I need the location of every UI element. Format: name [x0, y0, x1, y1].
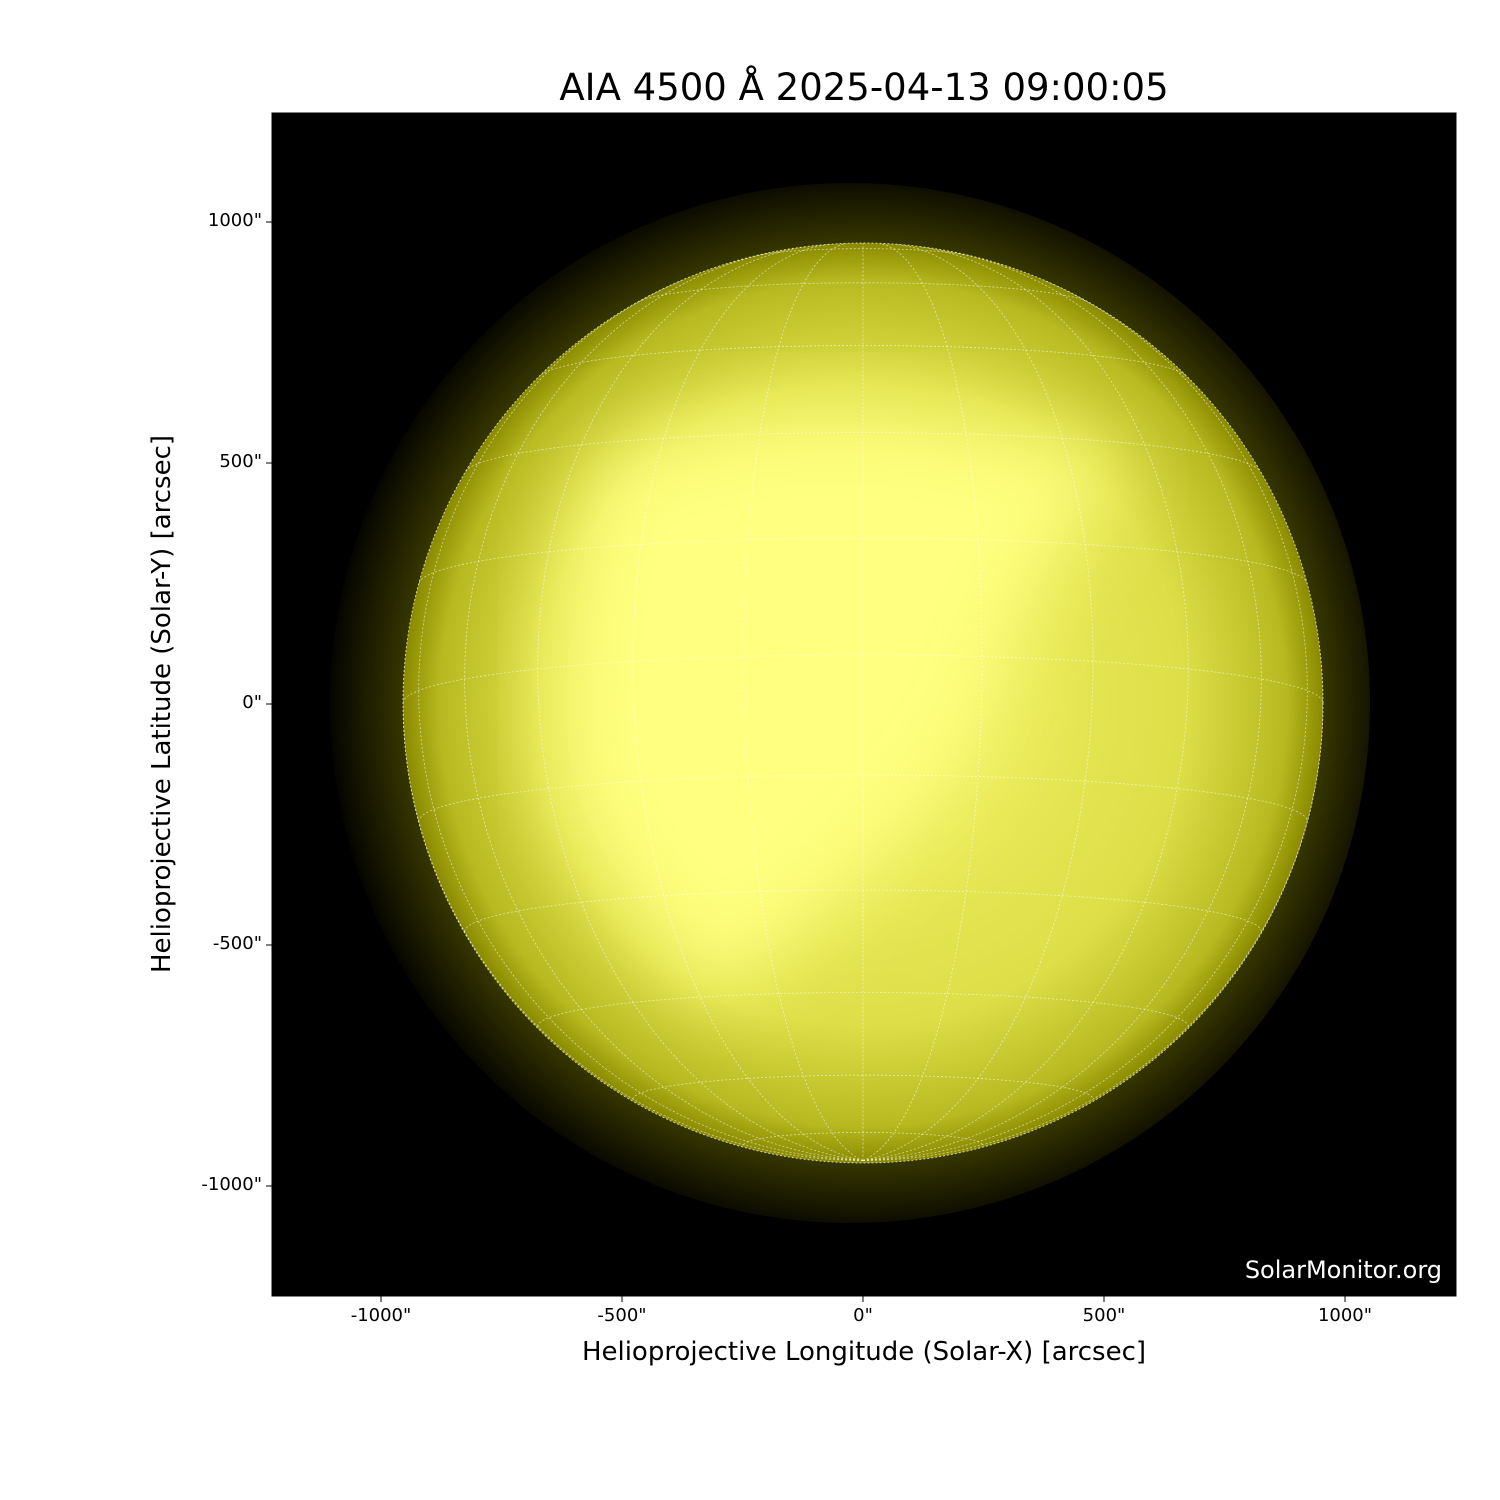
x-tick-label: 0" — [853, 1305, 873, 1326]
y-tick-label: -1000" — [201, 1174, 262, 1195]
longitude-gridline — [862, 250, 1262, 1161]
latitude-gridline — [537, 992, 1189, 1027]
latitude-gridline — [743, 1131, 983, 1145]
plot-title: AIA 4500 Å 2025-04-13 09:00:05 — [559, 66, 1169, 109]
longitude-gridline — [862, 243, 983, 1161]
longitude-gridline — [632, 243, 864, 1161]
y-axis-label: Helioprojective Latitude (Solar-Y) [arcs… — [147, 434, 177, 974]
longitude-gridline — [862, 246, 1189, 1161]
limb-outline — [402, 242, 1324, 1164]
latitude-gridline — [637, 282, 1089, 303]
x-tick-label: -1000" — [350, 1305, 412, 1326]
latitude-gridline — [540, 345, 1186, 376]
longitude-gridline — [743, 243, 864, 1161]
longitude-gridline — [862, 243, 1094, 1161]
x-axis-label: Helioprojective Longitude (Solar-X) [arc… — [581, 1337, 1147, 1367]
latitude-gridline — [464, 889, 1262, 932]
latitude-gridline — [418, 774, 1308, 822]
latitude-gridline — [754, 248, 972, 257]
x-tick-label: -500" — [597, 1305, 647, 1326]
x-tick-label: 500" — [1082, 1305, 1126, 1326]
latitude-gridline — [418, 537, 1308, 584]
y-tick-label: -500" — [212, 933, 262, 954]
longitude-gridline — [464, 250, 864, 1161]
watermark: SolarMonitor.org — [1244, 1256, 1442, 1284]
y-tick-label: 500" — [219, 451, 262, 472]
latitude-gridline — [403, 654, 1323, 704]
y-tick-label: 1000" — [207, 210, 262, 231]
coordinate-grid — [403, 243, 1323, 1161]
x-tick-label: 1000" — [1317, 1305, 1373, 1326]
y-tick-label: 0" — [242, 692, 262, 713]
longitude-gridline — [537, 246, 864, 1161]
bright-region — [555, 410, 1130, 1000]
latitude-gridline — [632, 1074, 1094, 1100]
